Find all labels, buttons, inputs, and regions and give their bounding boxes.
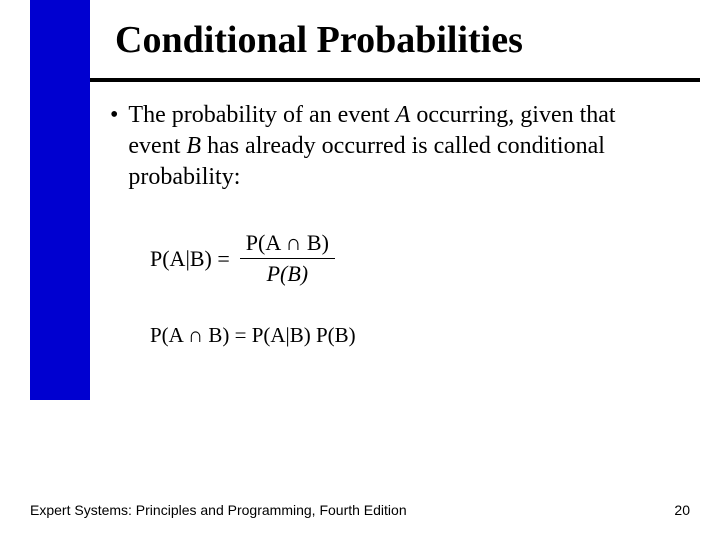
eq1-fraction: P(A ∩ B) P(B) — [240, 230, 335, 287]
eq1-denominator: P(B) — [240, 259, 335, 287]
bullet-content: The probability of an event A occurring,… — [128, 100, 670, 194]
equation-2: P(A ∩ B) = P(A|B) P(B) — [150, 323, 356, 348]
eq1-lhs: P(A|B) = — [150, 246, 230, 272]
page-number: 20 — [674, 502, 690, 518]
slide-title: Conditional Probabilities — [115, 18, 523, 62]
slide-footer: Expert Systems: Principles and Programmi… — [30, 502, 690, 518]
eq1-numerator: P(A ∩ B) — [240, 230, 335, 259]
equation-1: P(A|B) = P(A ∩ B) P(B) — [150, 230, 356, 287]
bullet-var-a: A — [396, 102, 411, 128]
accent-bar — [30, 0, 90, 400]
bullet-pre: The probability of an event — [128, 102, 395, 128]
formula-region: P(A|B) = P(A ∩ B) P(B) P(A ∩ B) = P(A|B)… — [150, 230, 356, 348]
bullet-text: • The probability of an event A occurrin… — [110, 100, 670, 194]
bullet-dot: • — [110, 100, 118, 194]
bullet-var-b: B — [186, 133, 201, 159]
title-underline — [90, 78, 700, 82]
footer-text: Expert Systems: Principles and Programmi… — [30, 502, 407, 518]
